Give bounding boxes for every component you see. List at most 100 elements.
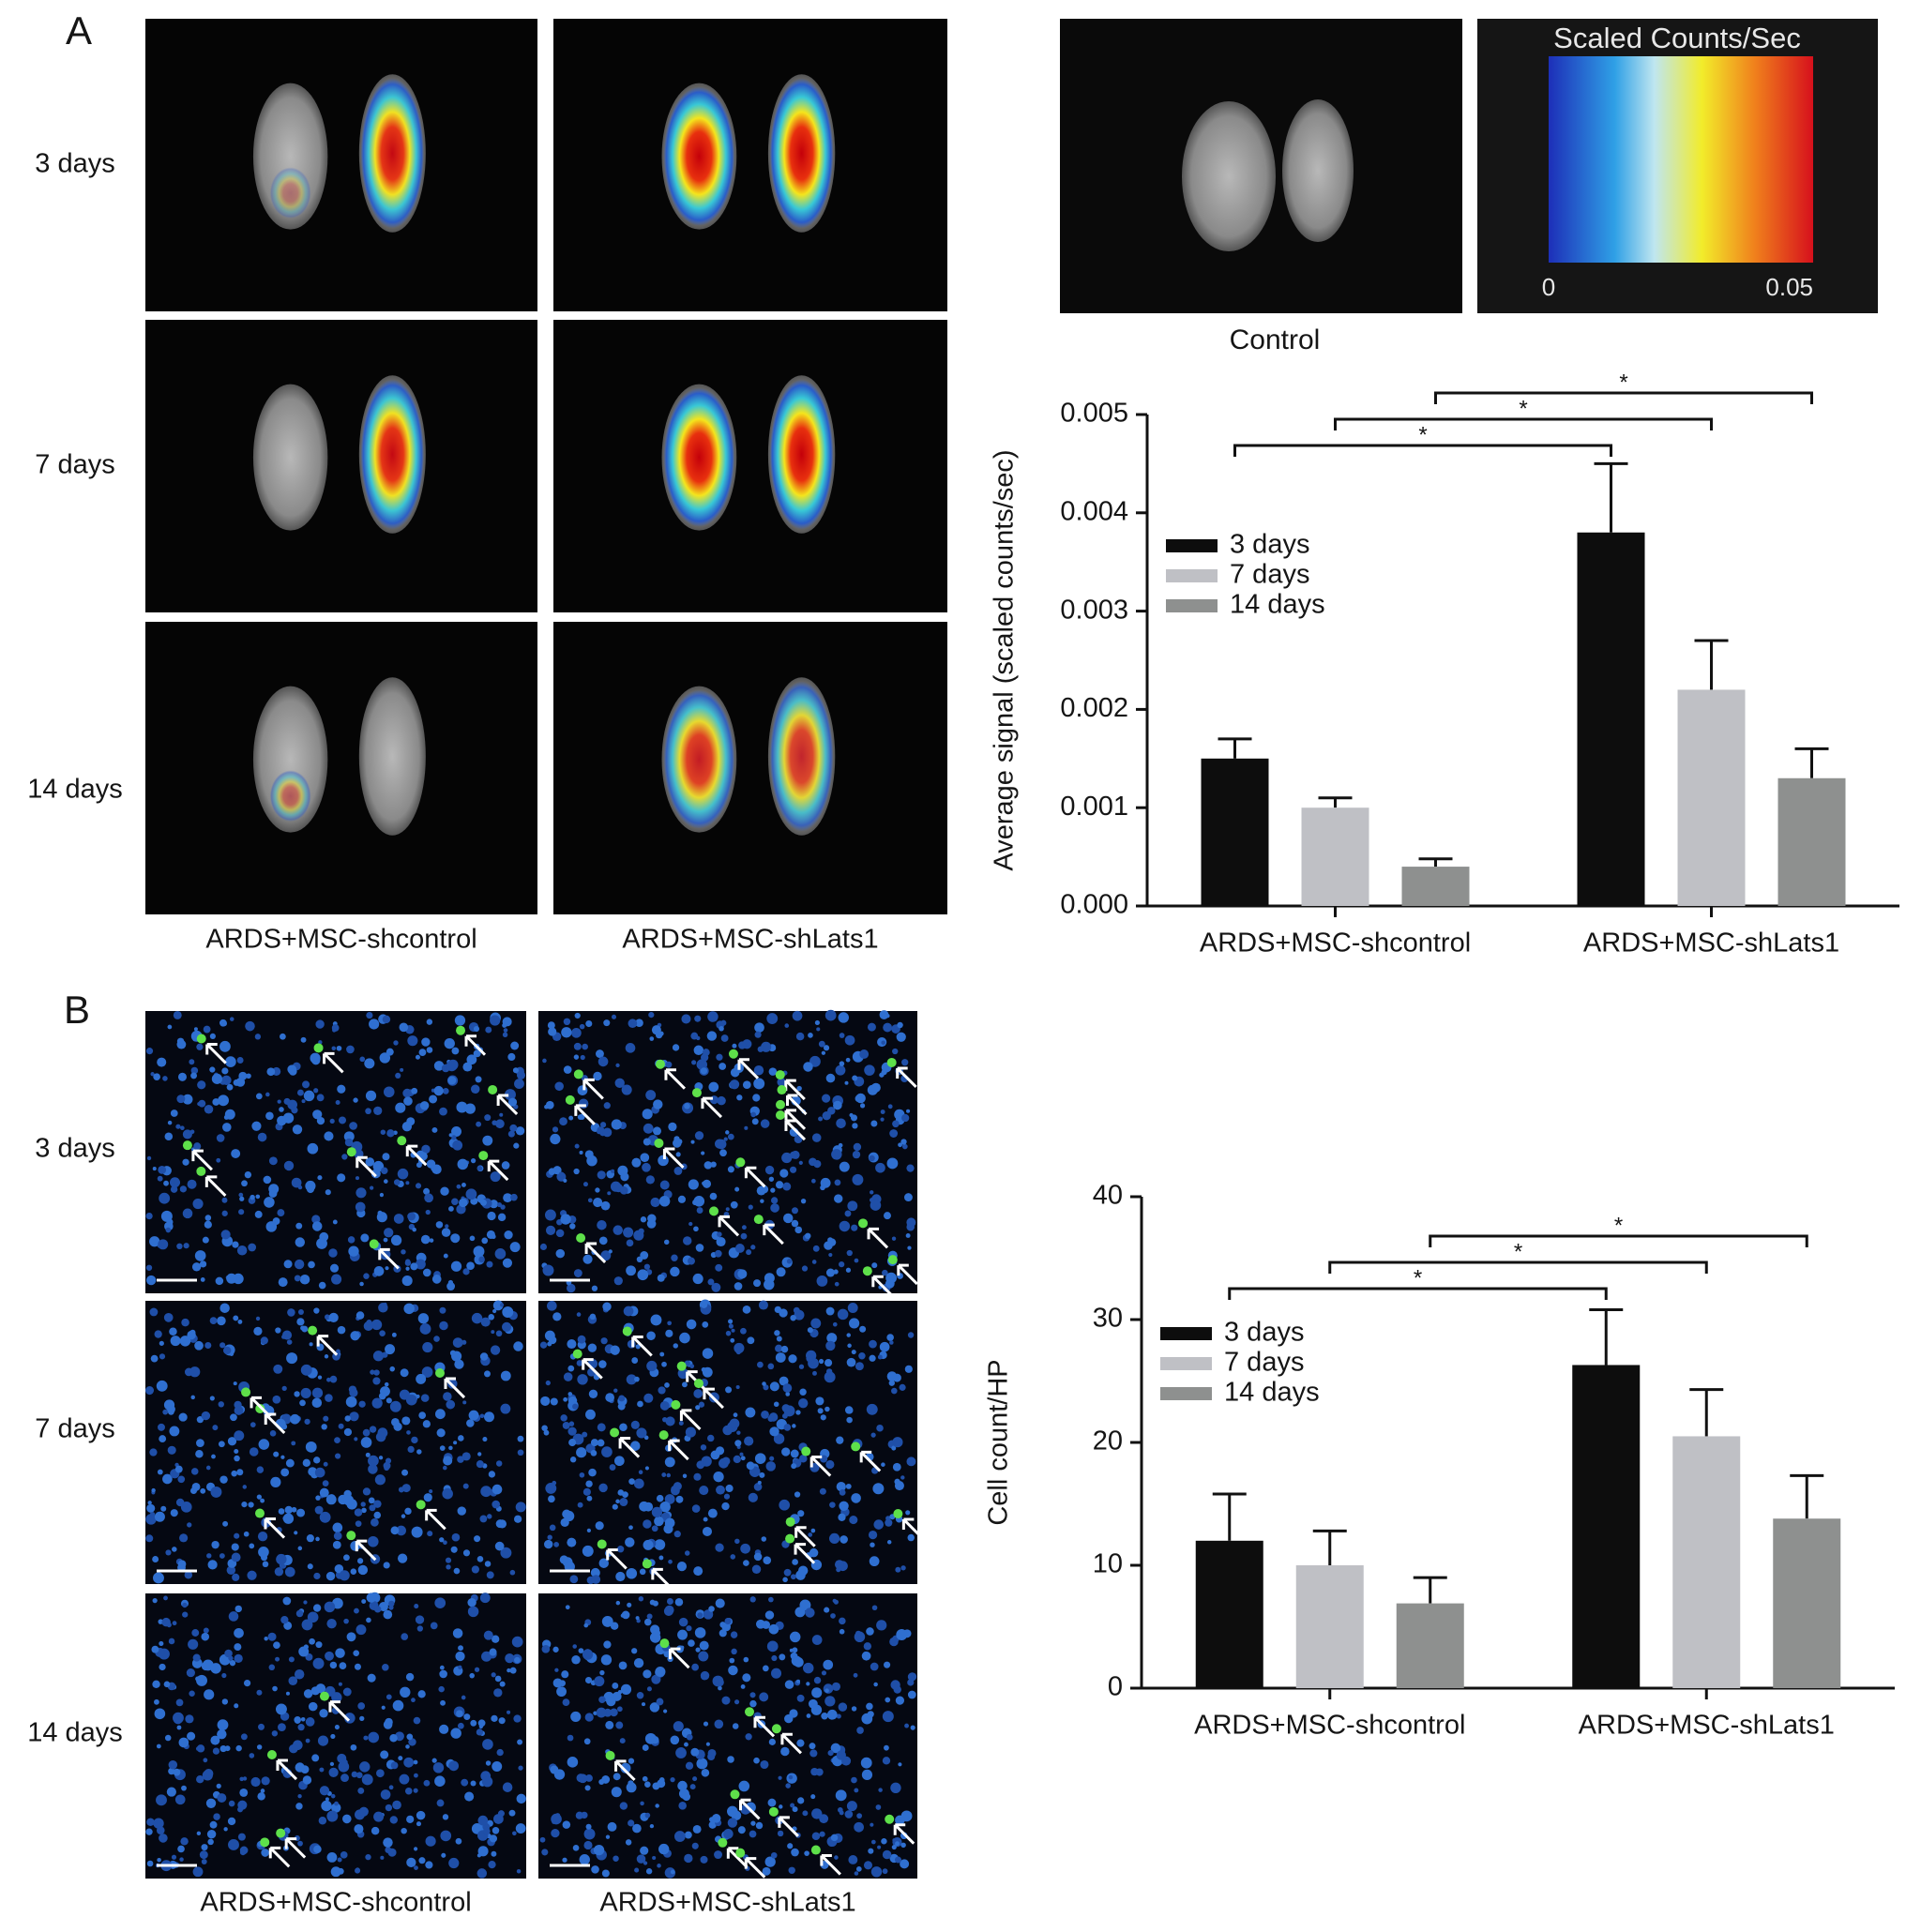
nucleus xyxy=(824,1371,836,1383)
nucleus xyxy=(684,1550,690,1556)
nucleus xyxy=(417,1690,426,1698)
nucleus xyxy=(605,1834,611,1839)
nucleus xyxy=(399,1774,410,1785)
nucleus xyxy=(282,1112,295,1124)
nucleus xyxy=(571,1654,581,1665)
nucleus xyxy=(700,1444,707,1451)
nucleus xyxy=(392,1800,401,1810)
nucleus xyxy=(242,1485,248,1489)
nucleus xyxy=(735,1349,741,1355)
nucleus xyxy=(280,1615,289,1624)
nucleus xyxy=(800,1198,807,1204)
nucleus xyxy=(779,1653,786,1661)
nucleus xyxy=(725,1130,730,1135)
nucleus xyxy=(685,1761,694,1770)
nucleus xyxy=(228,1611,239,1622)
nucleus xyxy=(284,1505,293,1515)
nucleus xyxy=(727,1805,738,1818)
nucleus xyxy=(341,1154,348,1160)
nucleus xyxy=(631,1357,639,1364)
msc-cell xyxy=(576,1232,586,1243)
nucleus xyxy=(750,1245,756,1250)
nucleus xyxy=(775,1181,784,1189)
nucleus xyxy=(764,1856,776,1867)
nucleus xyxy=(255,1316,261,1321)
nucleus xyxy=(541,1849,549,1856)
nucleus xyxy=(239,1196,245,1201)
msc-cell xyxy=(255,1403,265,1413)
nucleus xyxy=(791,1207,798,1215)
nucleus xyxy=(338,1682,342,1686)
nucleus xyxy=(509,1667,517,1674)
nucleus xyxy=(729,1418,740,1429)
nucleus xyxy=(655,1666,666,1678)
nucleus xyxy=(791,1848,799,1857)
nucleus xyxy=(690,1140,695,1144)
nucleus xyxy=(587,1343,598,1352)
nucleus xyxy=(325,1394,333,1402)
nucleus xyxy=(190,1072,198,1079)
nucleus xyxy=(226,1083,234,1091)
nucleus xyxy=(392,1699,404,1712)
nucleus xyxy=(401,1827,407,1834)
arrow xyxy=(464,1034,487,1056)
nucleus xyxy=(249,1543,255,1549)
nucleus xyxy=(395,1072,401,1079)
nucleus xyxy=(901,1113,910,1123)
signal xyxy=(663,86,735,226)
nucleus xyxy=(815,1768,824,1776)
nucleus xyxy=(607,1191,612,1196)
nucleus xyxy=(397,1168,409,1180)
nucleus xyxy=(714,1719,724,1729)
nucleus xyxy=(700,1301,708,1308)
nucleus xyxy=(462,1062,473,1072)
nucleus xyxy=(648,1011,655,1019)
nucleus xyxy=(870,1120,878,1127)
nucleus xyxy=(568,1421,575,1426)
colorbar-title: Scaled Counts/Sec xyxy=(1553,22,1801,54)
nucleus xyxy=(640,1275,644,1279)
nucleus xyxy=(819,1814,829,1824)
nucleus xyxy=(464,1103,476,1114)
msc-cell xyxy=(456,1025,466,1035)
nucleus xyxy=(562,1421,570,1429)
nucleus xyxy=(702,1321,709,1328)
nucleus xyxy=(156,1826,165,1834)
nucleus xyxy=(479,1413,485,1419)
nucleus xyxy=(516,1868,522,1874)
nucleus xyxy=(382,1015,391,1024)
nucleus xyxy=(484,1114,492,1122)
nucleus xyxy=(223,1346,232,1355)
nucleus xyxy=(552,1126,559,1133)
nucleus xyxy=(264,1637,268,1641)
y-tick-label: 40 xyxy=(1093,1181,1123,1211)
nucleus xyxy=(603,1102,611,1109)
bar xyxy=(1401,867,1470,906)
nucleus xyxy=(886,1157,899,1170)
nucleus xyxy=(326,1810,339,1822)
arrow xyxy=(794,1526,816,1547)
nucleus xyxy=(555,1248,566,1259)
nucleus xyxy=(158,1165,167,1174)
nucleus xyxy=(863,1861,873,1870)
arrow xyxy=(328,1700,351,1722)
nucleus xyxy=(737,1826,746,1834)
nucleus xyxy=(861,1713,873,1725)
nucleus xyxy=(366,1011,373,1019)
column-label: ARDS+MSC-shLats1 xyxy=(622,925,878,955)
nucleus xyxy=(279,1107,284,1112)
nucleus xyxy=(779,1499,791,1511)
nucleus xyxy=(457,1506,466,1516)
nucleus xyxy=(489,1648,497,1656)
row-label: 7 days xyxy=(35,1414,114,1444)
nucleus xyxy=(407,1445,415,1454)
nucleus xyxy=(507,1668,511,1673)
nucleus xyxy=(821,1670,827,1676)
nucleus xyxy=(590,1439,598,1447)
nucleus xyxy=(206,1553,212,1559)
nucleus xyxy=(760,1199,764,1203)
nucleus xyxy=(492,1120,497,1125)
nucleus xyxy=(436,1428,446,1438)
nucleus xyxy=(808,1532,813,1537)
nucleus xyxy=(579,1023,585,1030)
